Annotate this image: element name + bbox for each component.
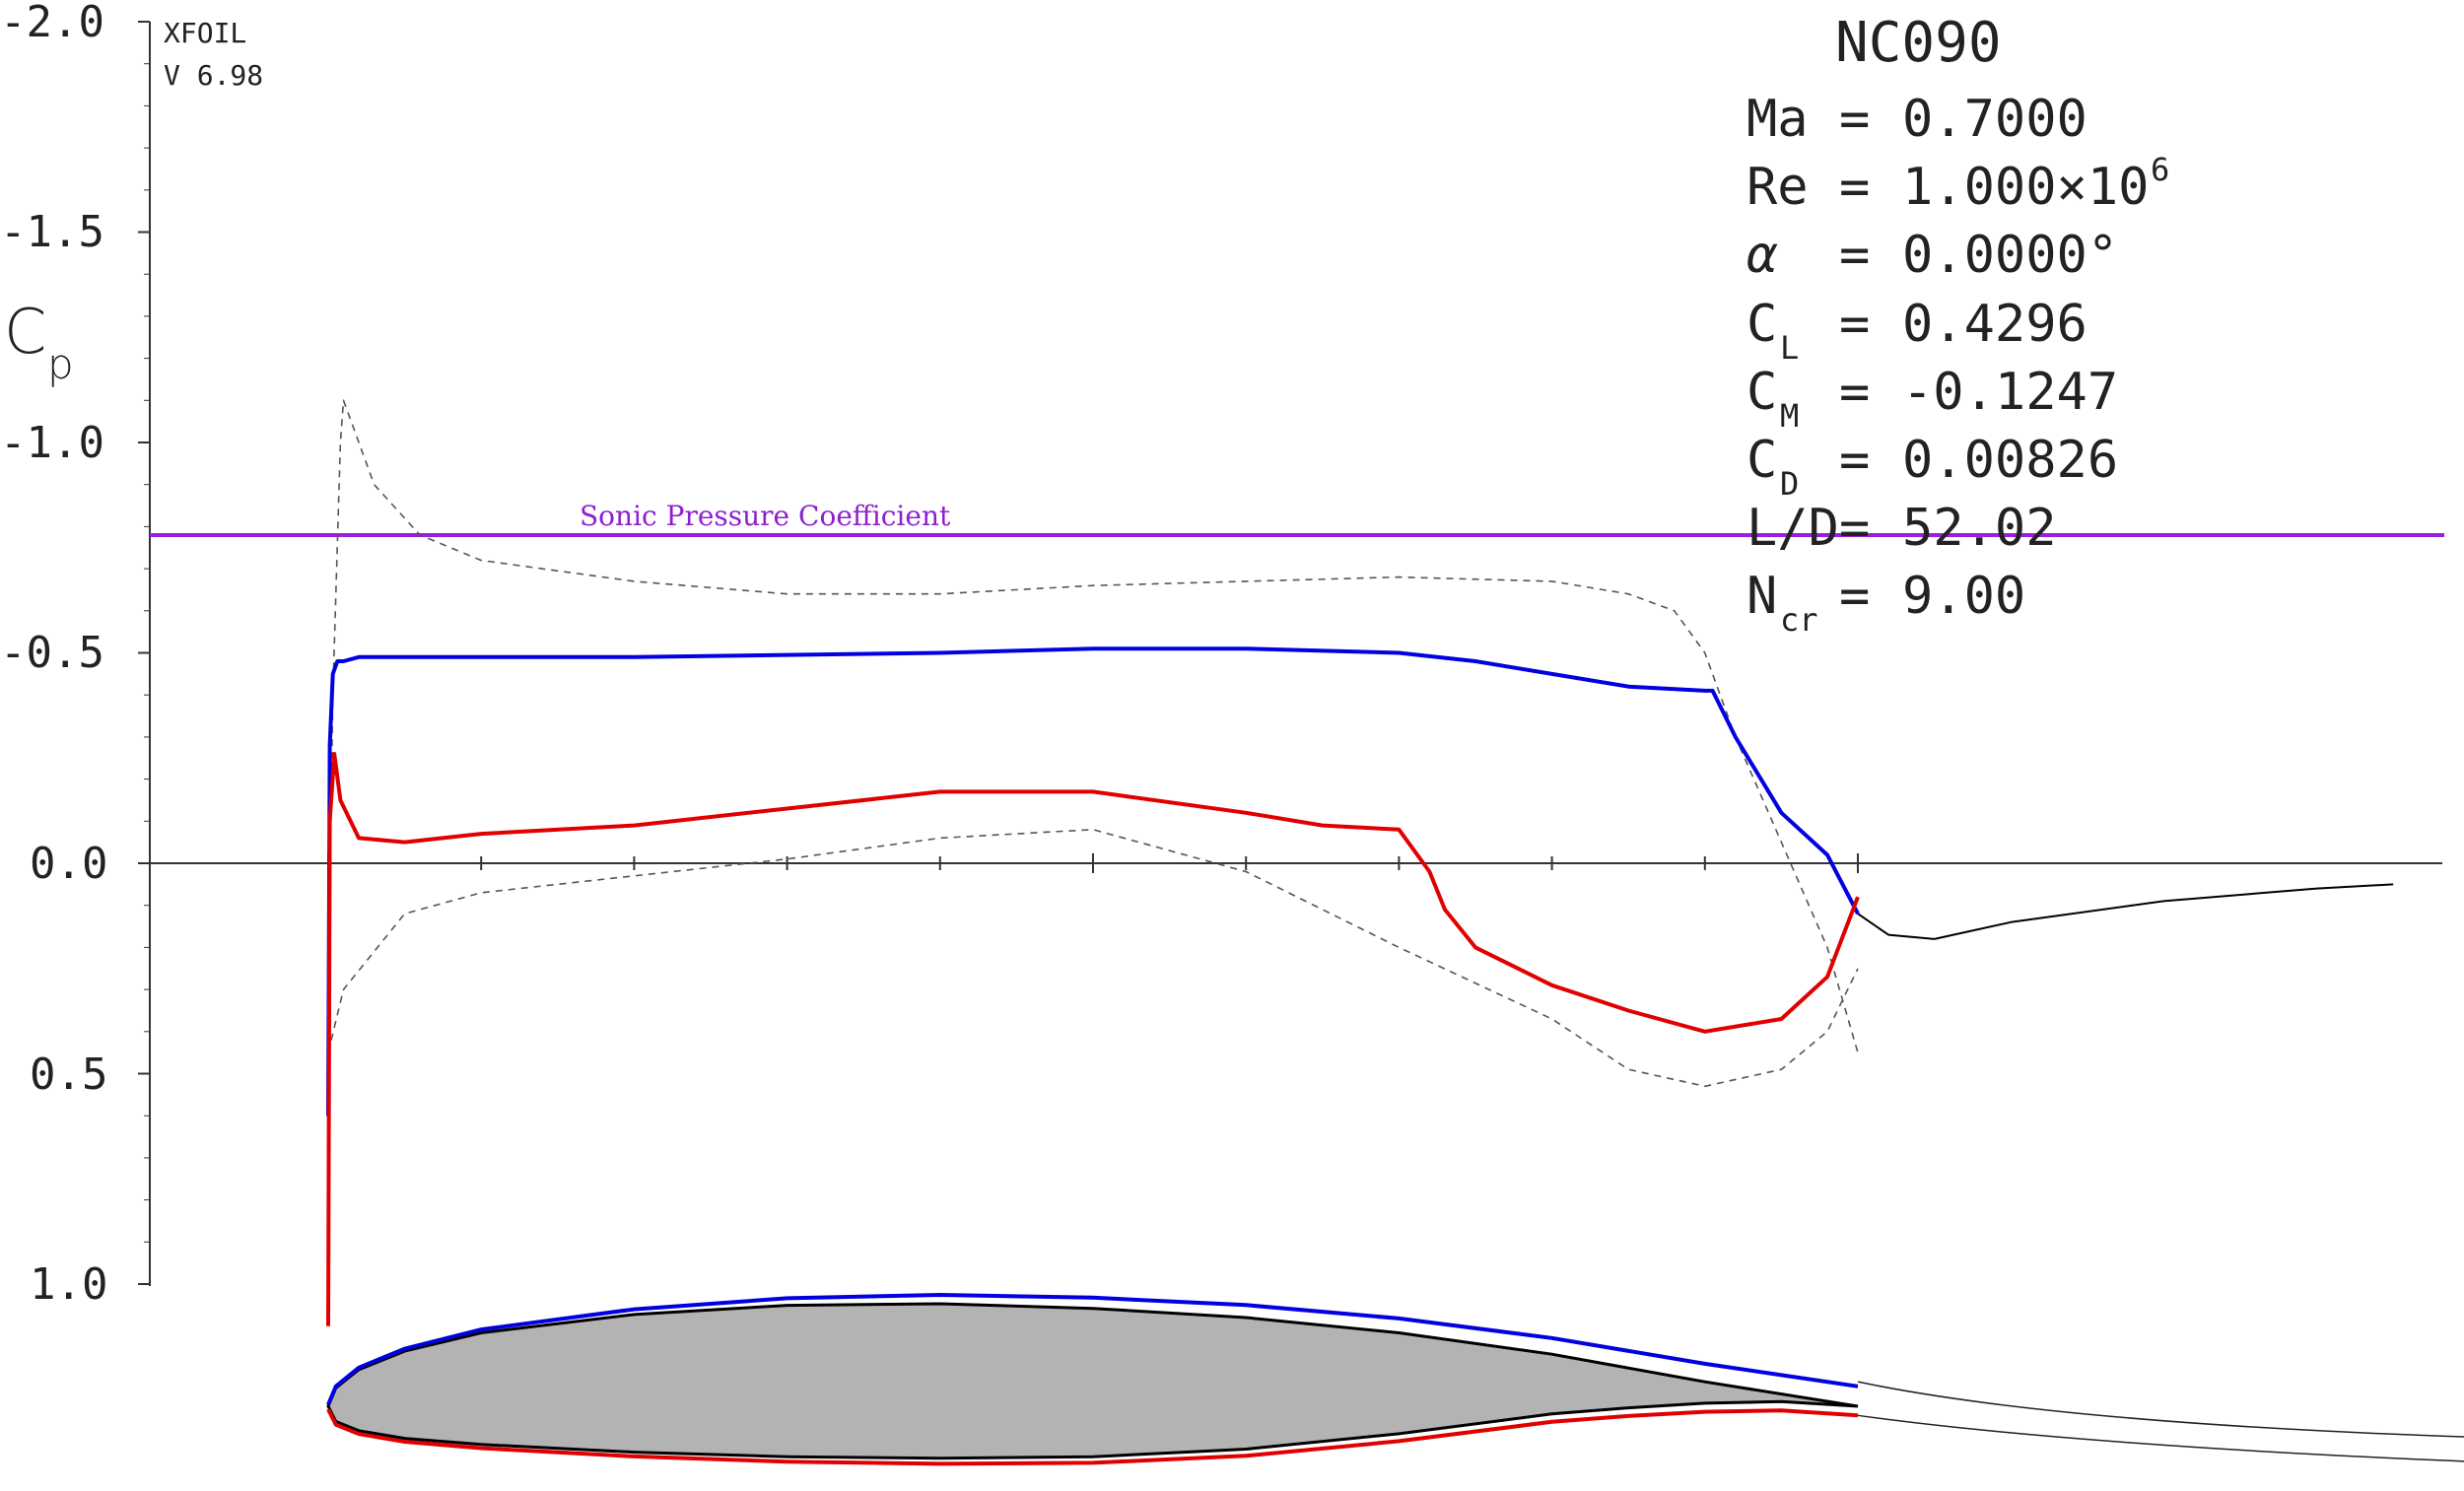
y-tick-label: 1.0 xyxy=(30,1259,107,1310)
cl-sub: L xyxy=(1780,329,1799,367)
y-tick-marks xyxy=(138,21,150,1285)
cm-eq: = xyxy=(1839,363,1870,422)
moment-coefficient: C M = -0.1247 xyxy=(1746,363,2118,435)
sonic-pressure-label: Sonic Pressure Coefficient xyxy=(580,500,951,532)
airfoil-body xyxy=(326,1302,1859,1460)
y-tick-label: -2.0 xyxy=(0,0,104,47)
cd-sub: D xyxy=(1780,465,1799,503)
mach-eq: = xyxy=(1839,90,1870,149)
cm-value: -0.1247 xyxy=(1902,363,2118,422)
re-label: Re xyxy=(1746,158,1809,217)
alpha-label: α xyxy=(1746,226,1778,285)
ncr-value: 9.00 xyxy=(1902,567,2025,626)
series-layer xyxy=(326,399,2394,1326)
alpha-value: 0.0000° xyxy=(1902,226,2118,285)
cl-label: C xyxy=(1746,295,1777,354)
y-tick-label: -1.5 xyxy=(0,207,104,257)
mach-label: Ma xyxy=(1746,90,1809,149)
airfoil-wake-lines xyxy=(1857,1381,2464,1462)
cd-label: C xyxy=(1746,431,1777,490)
ld-eq: = xyxy=(1839,499,1870,558)
mach-number: Ma = 0.7000 xyxy=(1746,90,2088,149)
cd-eq: = xyxy=(1839,431,1870,490)
airfoil-lower-boundary-layer xyxy=(326,1408,1859,1466)
ncr-label: N xyxy=(1746,567,1777,626)
drag-coefficient: C D = 0.00826 xyxy=(1746,431,2118,503)
y-axis-label-sub: p xyxy=(47,340,74,388)
y-tick-label: 0.0 xyxy=(30,839,107,889)
cm-sub: M xyxy=(1780,397,1799,435)
cm-label: C xyxy=(1746,363,1777,422)
critical-amplification: N cr = 9.00 xyxy=(1746,567,2025,639)
program-version: V 6.98 xyxy=(164,59,263,92)
series-upper-line xyxy=(326,646,1860,1117)
airfoil-upper-boundary-layer xyxy=(326,1292,1859,1406)
ld-value: 52.02 xyxy=(1902,499,2057,558)
cd-value: 0.00826 xyxy=(1902,431,2118,490)
alpha-eq: = xyxy=(1839,226,1870,285)
angle-of-attack: α = 0.0000° xyxy=(1746,226,2118,285)
reynolds-number: Re = 1.000×10 6 xyxy=(1746,151,2169,217)
re-eq: = xyxy=(1839,158,1870,217)
re-value: 1.000×10 xyxy=(1902,158,2149,217)
re-exponent: 6 xyxy=(2151,151,2169,188)
ncr-sub: cr xyxy=(1780,601,1818,639)
mach-value: 0.7000 xyxy=(1902,90,2088,149)
lift-drag-ratio: L/D = 52.02 xyxy=(1746,499,2057,558)
airfoil-name: NC090 xyxy=(1835,11,2002,75)
y-axis-label: C xyxy=(4,296,46,368)
cl-value: 0.4296 xyxy=(1902,295,2088,354)
series-inviscid_lower-line xyxy=(327,829,1859,1088)
series-inviscid_upper-line xyxy=(327,399,1859,1053)
y-tick-label: -0.5 xyxy=(0,628,104,678)
y-tick-label: 0.5 xyxy=(30,1050,107,1100)
ld-label: L/D xyxy=(1746,499,1839,558)
airfoil-shape xyxy=(326,1292,2464,1466)
lift-coefficient: C L = 0.4296 xyxy=(1746,295,2088,367)
series-wake-line xyxy=(1857,883,2394,940)
ncr-eq: = xyxy=(1839,567,1870,626)
y-tick-label: -1.0 xyxy=(0,418,104,468)
program-name: XFOIL xyxy=(164,17,246,49)
cl-eq: = xyxy=(1839,295,1870,354)
series-lower-line xyxy=(326,752,1860,1326)
